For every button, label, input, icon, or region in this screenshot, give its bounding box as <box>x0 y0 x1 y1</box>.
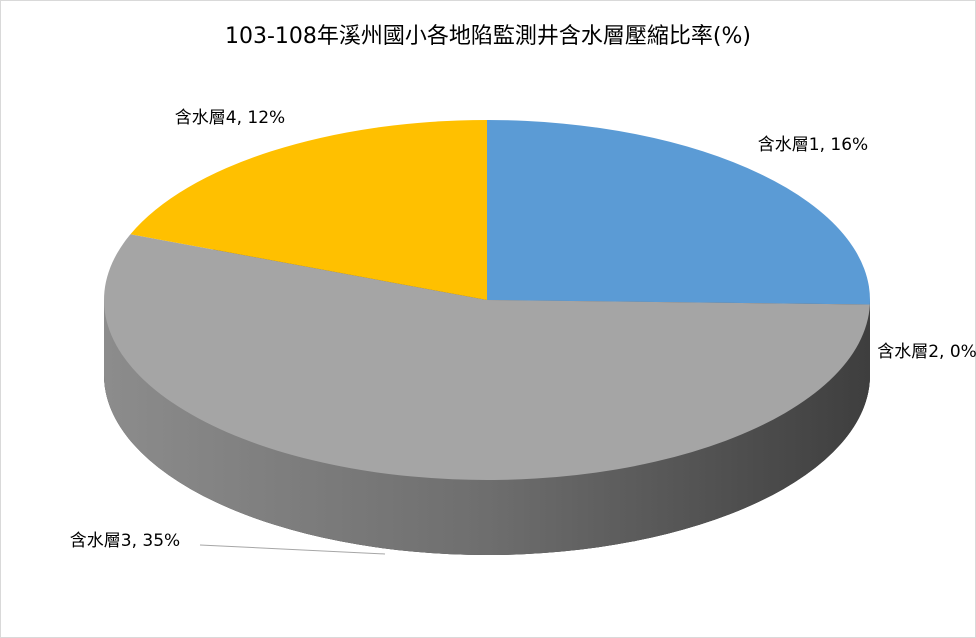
pie-slice <box>487 120 871 305</box>
data-label: 含水層2, 0% <box>877 342 976 362</box>
data-label: 含水層4, 12% <box>175 108 285 128</box>
chart-title: 103-108年溪州國小各地陷監測井含水層壓縮比率(%) <box>225 24 751 49</box>
pie-slice <box>104 234 870 480</box>
data-label: 含水層1, 16% <box>758 135 868 155</box>
pie-slice <box>130 120 488 300</box>
leader-line <box>199 544 386 555</box>
data-label: 含水層3, 35% <box>70 531 180 551</box>
